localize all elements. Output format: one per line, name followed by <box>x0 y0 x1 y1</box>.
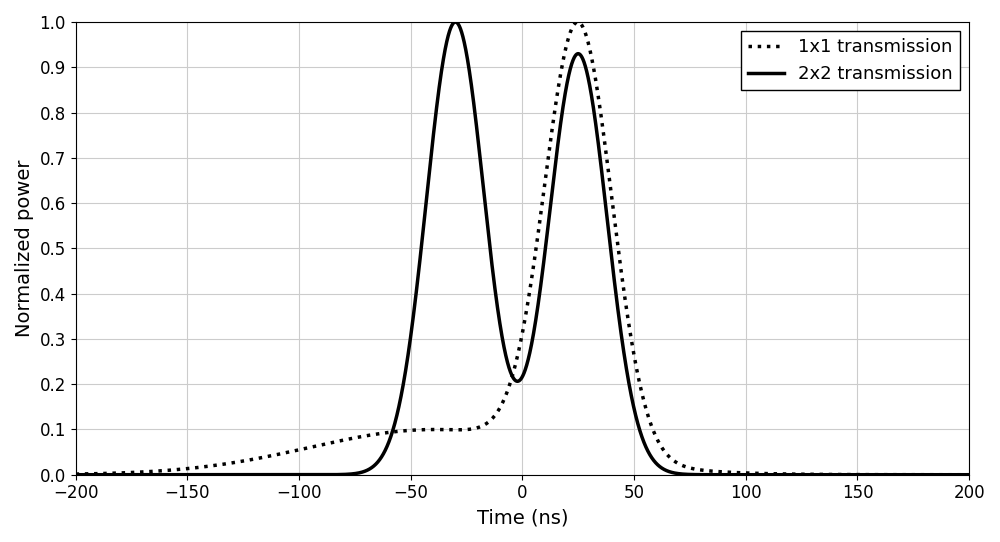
1x1 transmission <box>245 456 257 463</box>
2x2 transmission <box>963 472 975 478</box>
1x1 transmission <box>963 472 975 478</box>
1x1 transmission <box>572 19 584 25</box>
2x2 transmission <box>123 472 135 478</box>
2x2 transmission <box>245 472 257 478</box>
Line: 2x2 transmission: 2x2 transmission <box>76 22 969 475</box>
Y-axis label: Normalized power: Normalized power <box>15 159 34 337</box>
1x1 transmission <box>70 471 82 478</box>
2x2 transmission <box>507 373 519 380</box>
2x2 transmission <box>956 472 968 478</box>
1x1 transmission <box>506 372 518 379</box>
X-axis label: Time (ns): Time (ns) <box>477 508 568 527</box>
1x1 transmission <box>916 472 928 478</box>
2x2 transmission <box>107 472 119 478</box>
1x1 transmission <box>107 470 119 476</box>
2x2 transmission <box>916 472 928 478</box>
2x2 transmission <box>70 472 82 478</box>
1x1 transmission <box>123 469 135 476</box>
2x2 transmission <box>449 19 461 25</box>
Line: 1x1 transmission: 1x1 transmission <box>76 22 969 475</box>
1x1 transmission <box>74 471 86 478</box>
2x2 transmission <box>74 472 86 478</box>
Legend: 1x1 transmission, 2x2 transmission: 1x1 transmission, 2x2 transmission <box>741 31 960 91</box>
